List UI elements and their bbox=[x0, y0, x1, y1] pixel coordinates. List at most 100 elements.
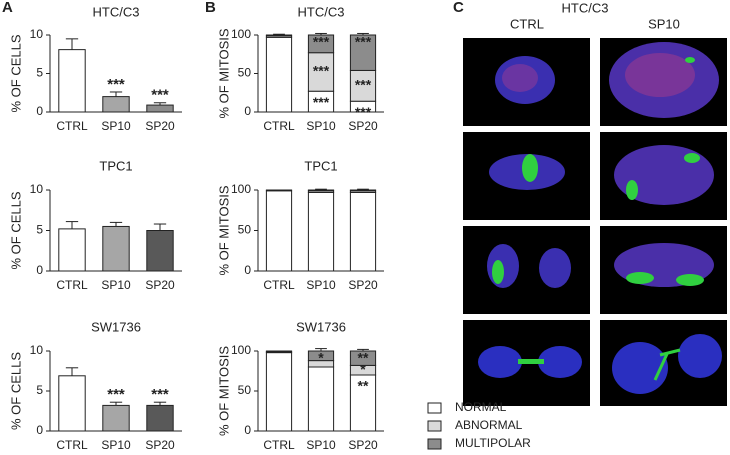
significance: *** bbox=[151, 87, 169, 104]
legend-swatch bbox=[427, 420, 442, 432]
y-tick-label: 10 bbox=[30, 27, 44, 41]
bar-segment bbox=[349, 69, 377, 102]
bar-segment bbox=[349, 189, 377, 192]
significance: *** bbox=[107, 76, 125, 93]
x-tick-label: CTRL bbox=[263, 278, 295, 292]
bar-segment bbox=[265, 352, 293, 432]
y-tick-label: 0 bbox=[36, 423, 43, 437]
panel-label: A bbox=[2, 0, 13, 16]
x-tick-label: CTRL bbox=[56, 119, 88, 133]
spindle bbox=[518, 359, 544, 364]
x-tick-label: SP10 bbox=[306, 119, 336, 133]
y-tick-label: 5 bbox=[36, 223, 43, 237]
bar bbox=[102, 96, 130, 113]
bar bbox=[146, 404, 174, 432]
spindle bbox=[522, 154, 538, 182]
bar-segment bbox=[265, 34, 293, 37]
x-tick-label: SP10 bbox=[101, 278, 131, 292]
y-tick-label: 10 bbox=[30, 343, 44, 357]
chart-title: SW1736 bbox=[91, 319, 141, 334]
y-tick-label: 50 bbox=[238, 223, 252, 237]
images-title: HTC/C3 bbox=[562, 0, 609, 15]
bar bbox=[58, 49, 86, 113]
bar-segment bbox=[349, 191, 377, 272]
nucleus bbox=[539, 248, 571, 288]
significance: * bbox=[318, 350, 324, 366]
significance: ** bbox=[358, 378, 369, 394]
spindle bbox=[685, 57, 695, 63]
y-tick-label: 5 bbox=[36, 383, 43, 397]
bar bbox=[58, 228, 86, 272]
x-tick-label: SP20 bbox=[145, 119, 175, 133]
x-tick-label: SP20 bbox=[348, 119, 378, 133]
bar-segment bbox=[349, 374, 377, 432]
x-tick-label: SP10 bbox=[306, 278, 336, 292]
column-label: SP10 bbox=[648, 16, 680, 31]
bar-segment bbox=[307, 366, 335, 432]
significance: ** bbox=[358, 350, 369, 366]
bar bbox=[58, 375, 86, 432]
bar-segment bbox=[265, 350, 293, 353]
y-axis-label: % OF MITOSIS bbox=[216, 185, 231, 275]
y-tick-label: 0 bbox=[244, 263, 251, 277]
bar-segment bbox=[307, 52, 335, 92]
y-tick-label: 50 bbox=[238, 66, 252, 80]
y-tick-label: 0 bbox=[244, 423, 251, 437]
chart-title: TPC1 bbox=[99, 158, 132, 173]
y-tick-label: 0 bbox=[36, 104, 43, 118]
y-tick-label: 50 bbox=[238, 383, 252, 397]
y-axis-label: % OF CELLS bbox=[8, 191, 23, 269]
spindle bbox=[626, 272, 654, 284]
significance: *** bbox=[107, 386, 125, 403]
bar-segment bbox=[307, 191, 335, 272]
x-tick-label: SP20 bbox=[145, 438, 175, 450]
column-label: CTRL bbox=[510, 16, 544, 31]
spindle bbox=[492, 260, 504, 284]
x-tick-label: SP10 bbox=[101, 438, 131, 450]
significance: *** bbox=[313, 63, 330, 79]
chart-title: HTC/C3 bbox=[93, 4, 140, 19]
y-axis-label: % OF CELLS bbox=[8, 34, 23, 112]
y-axis-label: % OF MITOSIS bbox=[216, 346, 231, 436]
significance: *** bbox=[355, 104, 372, 120]
y-tick-label: 0 bbox=[244, 104, 251, 118]
x-tick-label: SP10 bbox=[306, 438, 336, 450]
x-tick-label: CTRL bbox=[263, 438, 295, 450]
x-tick-label: SP20 bbox=[348, 438, 378, 450]
x-tick-label: SP20 bbox=[145, 278, 175, 292]
chart-title: SW1736 bbox=[296, 319, 346, 334]
micrograph bbox=[463, 226, 590, 314]
bar-segment bbox=[349, 34, 377, 71]
nucleus bbox=[478, 346, 522, 378]
y-axis-label: % OF CELLS bbox=[8, 352, 23, 430]
y-tick-label: 10 bbox=[30, 182, 44, 196]
panel-label: C bbox=[453, 0, 464, 16]
legend-label: NORMAL bbox=[455, 400, 507, 414]
legend-swatch bbox=[427, 402, 442, 414]
significance: *** bbox=[313, 94, 330, 110]
chart-title: HTC/C3 bbox=[298, 4, 345, 19]
micrographs bbox=[463, 38, 727, 406]
spindle bbox=[653, 348, 681, 381]
x-tick-label: CTRL bbox=[263, 119, 295, 133]
y-axis-label: % OF MITOSIS bbox=[216, 28, 231, 118]
nucleus bbox=[678, 334, 722, 378]
significance: *** bbox=[355, 34, 372, 50]
x-tick-label: SP20 bbox=[348, 278, 378, 292]
panel-label: B bbox=[205, 0, 216, 16]
significance: *** bbox=[313, 34, 330, 50]
nucleus bbox=[625, 53, 695, 97]
significance: * bbox=[360, 361, 366, 377]
nucleus bbox=[502, 64, 538, 92]
y-tick-label: 100 bbox=[231, 27, 251, 41]
x-tick-label: SP10 bbox=[101, 119, 131, 133]
bar-segment bbox=[307, 189, 335, 192]
bar bbox=[102, 404, 130, 432]
legend-label: ABNORMAL bbox=[455, 418, 523, 432]
significance: *** bbox=[355, 77, 372, 93]
bar-segment bbox=[265, 190, 293, 272]
nucleus bbox=[538, 346, 582, 378]
bar bbox=[146, 230, 174, 272]
y-tick-label: 100 bbox=[231, 343, 251, 357]
